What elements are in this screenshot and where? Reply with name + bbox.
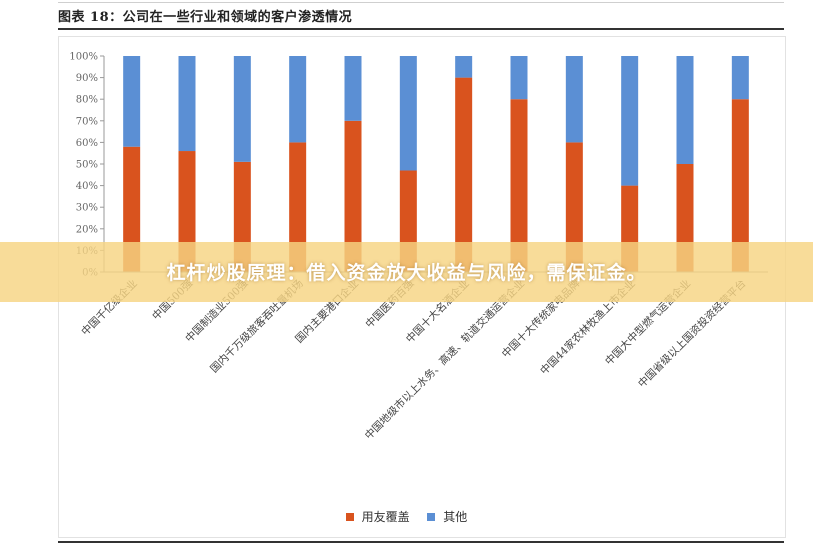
bar-segment: [565, 142, 583, 272]
legend-label-other: 其他: [443, 510, 468, 524]
y-tick-label: 80%: [76, 95, 98, 106]
bar-segment: [344, 56, 362, 121]
y-tick-label: 60%: [76, 138, 98, 149]
title-rule: [58, 28, 784, 30]
bottom-rule: [58, 541, 784, 543]
y-tick-label: 30%: [76, 203, 98, 214]
bar-segment: [123, 146, 141, 272]
legend-item-covered: 用友覆盖: [345, 508, 410, 525]
bar-segment: [621, 56, 639, 186]
bar-segment: [178, 56, 196, 152]
bar-segment: [233, 56, 251, 162]
figure-title: 图表 18：公司在一些行业和领域的客户渗透情况: [58, 10, 353, 25]
bar-segment: [676, 56, 694, 164]
legend-swatch-other: [427, 513, 436, 521]
bar-segment: [344, 120, 362, 272]
bar-segment: [399, 56, 417, 171]
legend-swatch-covered: [345, 513, 354, 521]
bar-segment: [289, 142, 307, 272]
bar-segment: [455, 77, 473, 272]
y-tick-label: 70%: [76, 116, 98, 127]
bar-segment: [123, 56, 141, 147]
bar-segment: [178, 151, 196, 272]
bar-segment: [510, 56, 528, 100]
promo-banner-text: 杠杆炒股原理：借入资金放大收益与风险，需保证金。: [166, 262, 647, 284]
bar-segment: [510, 99, 528, 272]
y-tick-label: 90%: [76, 73, 98, 84]
promo-banner: [0, 242, 813, 302]
bar-segment: [731, 99, 749, 272]
y-tick-label: 100%: [69, 52, 98, 63]
legend-item-other: 其他: [427, 508, 467, 525]
bar-segment: [455, 56, 473, 78]
legend-label-covered: 用友覆盖: [361, 510, 410, 524]
top-rule: [58, 2, 784, 3]
bar-segment: [565, 56, 583, 143]
chart-legend: 用友覆盖 其他: [0, 508, 813, 525]
y-tick-label: 40%: [76, 181, 98, 192]
bar-segment: [731, 56, 749, 100]
bar-segment: [289, 56, 307, 143]
y-tick-label: 20%: [76, 224, 98, 235]
y-tick-label: 50%: [76, 160, 98, 171]
